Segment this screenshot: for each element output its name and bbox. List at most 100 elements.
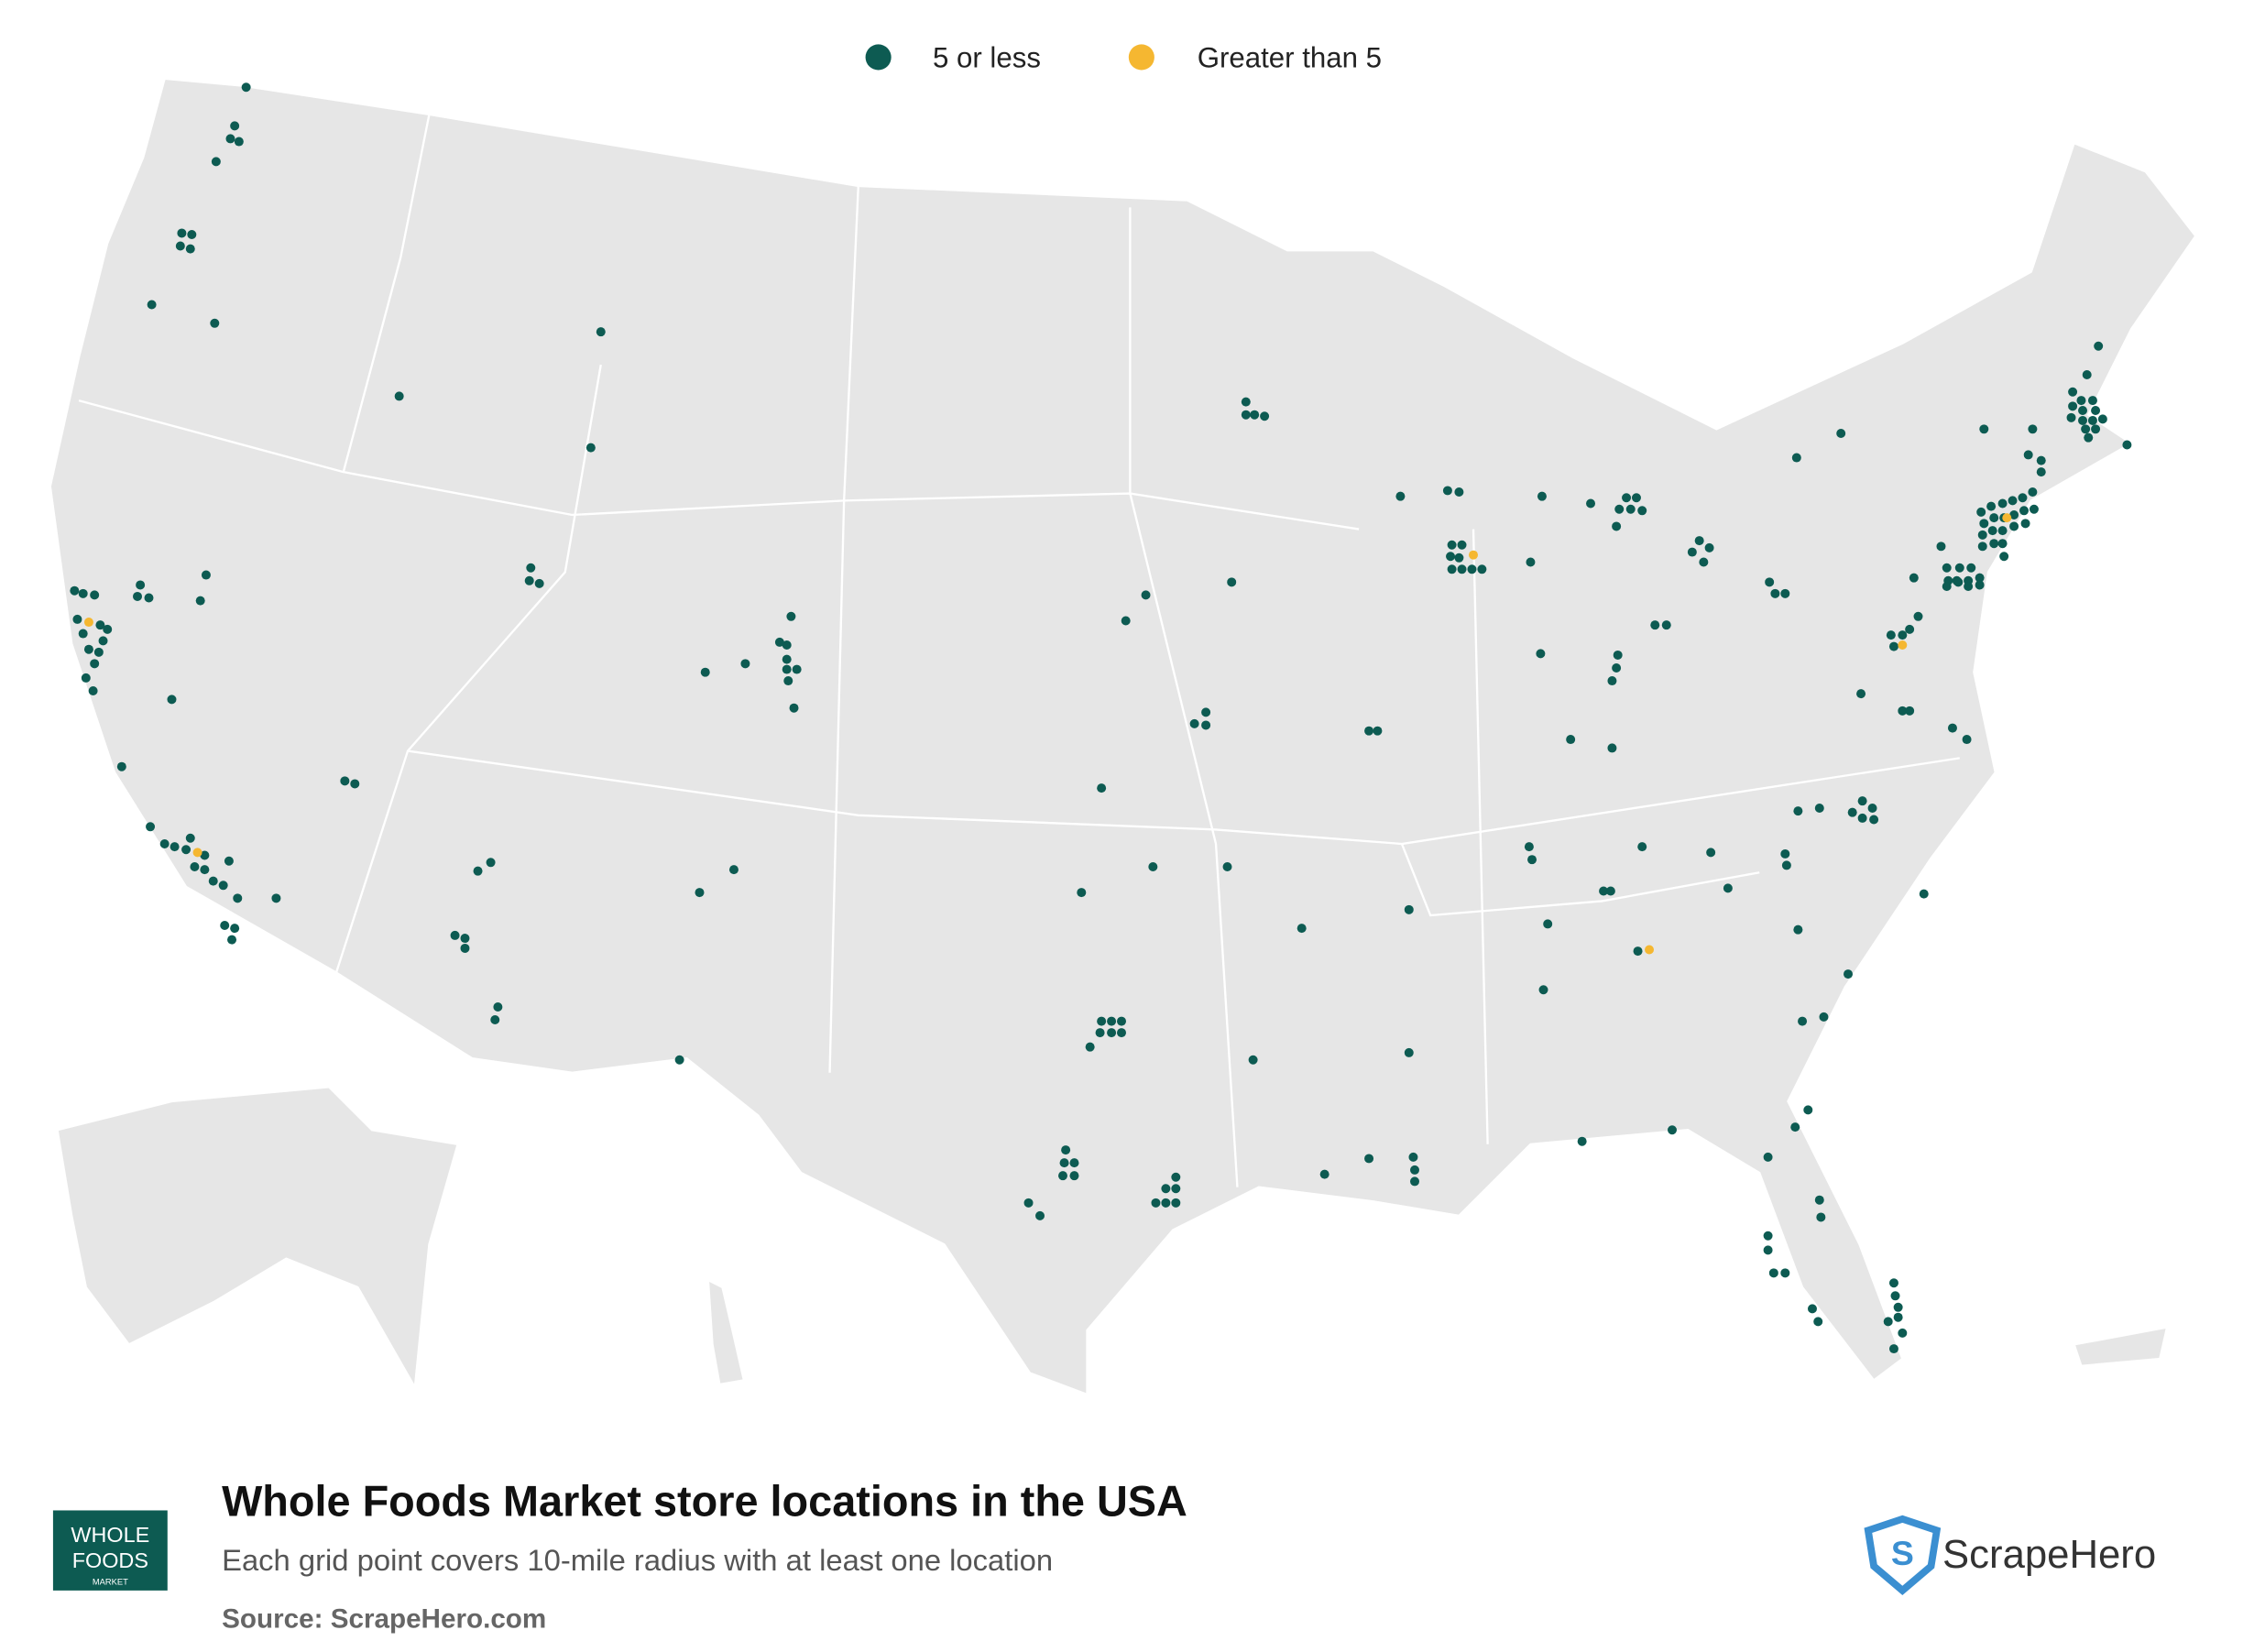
store-dot	[1975, 573, 1985, 583]
store-dot	[1857, 813, 1867, 823]
store-dot	[1856, 689, 1866, 699]
store-dot	[1814, 1195, 1824, 1205]
store-dot	[1201, 720, 1211, 730]
store-dot	[1936, 542, 1946, 552]
store-dot	[1107, 1028, 1117, 1038]
store-dot	[1780, 588, 1790, 598]
store-dot	[2087, 415, 2097, 425]
store-dot	[233, 893, 243, 903]
store-dot	[585, 443, 596, 453]
store-dot	[1069, 1158, 1079, 1168]
store-dot	[1171, 1184, 1181, 1194]
logo-text: WHOLE	[71, 1523, 149, 1547]
store-dot	[1457, 540, 1467, 550]
store-dot	[1248, 1055, 1258, 1065]
store-dot	[350, 779, 360, 789]
store-dot	[1577, 1136, 1587, 1146]
store-dot	[1987, 526, 1997, 536]
store-dot	[1023, 1198, 1034, 1208]
store-dot	[1613, 650, 1623, 660]
store-dot	[1260, 411, 1270, 421]
store-dot	[1524, 842, 1534, 852]
store-dot	[1058, 1171, 1067, 1181]
logo-box	[52, 1510, 168, 1591]
store-dot	[2094, 341, 2104, 351]
store-dot	[1241, 410, 1251, 420]
store-dot	[1069, 1171, 1079, 1181]
store-dot	[1905, 706, 1915, 716]
store-dot	[1886, 630, 1896, 640]
store-dot	[1151, 1198, 1161, 1208]
store-dot	[1410, 1165, 1420, 1175]
store-dot	[78, 588, 88, 598]
store-dot	[1888, 1278, 1898, 1288]
store-dot	[1085, 1042, 1095, 1052]
store-dot	[1161, 1184, 1171, 1194]
store-dot	[175, 241, 185, 251]
store-dot	[792, 664, 802, 674]
store-dot	[1997, 498, 2008, 509]
store-dot	[136, 580, 146, 590]
store-dot	[1095, 1028, 1105, 1038]
store-dot	[1942, 582, 1952, 592]
store-dot	[2097, 414, 2107, 424]
store-dot	[1161, 1198, 1171, 1208]
store-dot	[490, 1015, 500, 1025]
store-dot	[1699, 557, 1709, 567]
store-dot	[700, 667, 710, 677]
subtitle: Each grid point covers 10-mile radius wi…	[222, 1543, 1053, 1577]
store-dot	[1947, 723, 1957, 733]
store-dot	[534, 578, 544, 588]
store-dot	[1844, 969, 1854, 979]
store-dot	[774, 637, 784, 647]
store-dot	[1631, 493, 1641, 503]
store-dot	[1637, 506, 1647, 516]
store-dot	[1989, 513, 1999, 523]
logo-text: MARKET	[93, 1578, 128, 1587]
store-dot	[170, 842, 180, 852]
store-dot	[1469, 550, 1479, 560]
store-dot	[1977, 542, 1987, 552]
store-dot	[1537, 491, 1547, 501]
store-dot	[1447, 540, 1457, 550]
store-dot	[783, 676, 793, 686]
store-dot	[460, 943, 470, 953]
store-dot	[1847, 807, 1857, 817]
title: Whole Foods Market store locations in th…	[222, 1478, 1187, 1526]
store-dots	[70, 82, 2132, 1354]
store-dot	[1612, 663, 1622, 673]
store-dot	[133, 591, 143, 601]
store-dot	[2020, 519, 2030, 529]
store-dot	[195, 596, 205, 606]
store-dot	[1364, 726, 1374, 736]
store-dot	[218, 881, 228, 891]
store-dot	[1446, 552, 1456, 562]
store-dot	[1059, 1158, 1069, 1168]
store-dot	[1898, 706, 1908, 716]
store-dot	[1410, 1176, 1420, 1187]
store-dot	[1661, 620, 1671, 630]
store-dot	[1989, 539, 1999, 549]
store-dot	[2019, 506, 2030, 516]
store-dot	[81, 673, 91, 683]
store-dot	[225, 134, 235, 144]
store-dot	[1526, 557, 1536, 567]
store-dot	[1781, 860, 1791, 870]
scrapehero-logo: S ScrapeHero	[1864, 1515, 2156, 1595]
store-dot	[95, 620, 105, 630]
hawaii	[706, 1278, 746, 1386]
store-dot	[2028, 424, 2038, 434]
store-dot	[1538, 985, 1548, 995]
store-dot	[1798, 1016, 1808, 1026]
store-dot	[93, 647, 104, 657]
store-dot	[167, 695, 177, 705]
store-dot	[83, 618, 93, 628]
store-dot	[2029, 504, 2039, 514]
store-dot	[1607, 743, 1617, 753]
store-dot	[1763, 1152, 1773, 1162]
store-dot	[146, 822, 156, 832]
store-dot	[1612, 521, 1622, 531]
store-dot	[1898, 640, 1908, 651]
